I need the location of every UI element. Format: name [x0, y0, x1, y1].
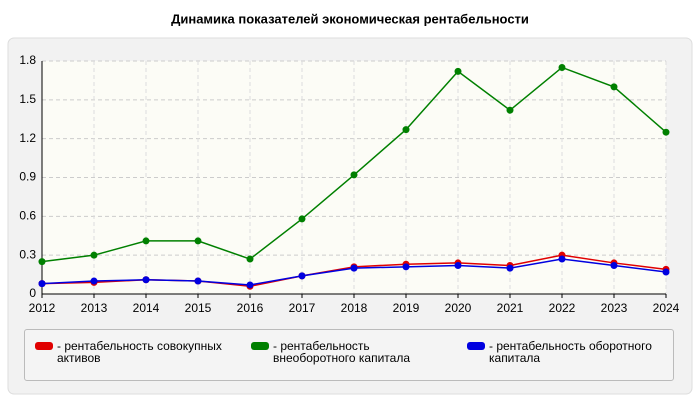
- data-point: [246, 281, 254, 289]
- data-point: [558, 255, 566, 263]
- data-point: [90, 251, 98, 259]
- data-point: [142, 276, 150, 284]
- y-tick-label: 1.2: [19, 131, 36, 145]
- y-tick-label: 1.5: [19, 92, 36, 106]
- data-point: [246, 255, 254, 263]
- y-tick-label: 0.9: [19, 170, 36, 184]
- data-point: [194, 277, 202, 285]
- legend-swatch: [251, 342, 269, 350]
- x-tick-label: 2018: [341, 301, 368, 315]
- y-tick-label: 1.8: [19, 53, 36, 67]
- data-point: [506, 264, 514, 272]
- y-tick-label: 0.3: [19, 247, 36, 261]
- x-tick-label: 2017: [289, 301, 316, 315]
- legend-item[interactable]: - рентабельность внеоборотного капитала: [241, 330, 457, 380]
- data-point: [454, 67, 462, 75]
- x-tick-label: 2013: [81, 301, 108, 315]
- chart-title: Динамика показателей экономическая рента…: [171, 11, 529, 26]
- data-point: [38, 280, 46, 288]
- legend-swatch: [467, 342, 485, 350]
- data-point: [350, 264, 358, 272]
- legend-item[interactable]: - рентабельность оборотного капитала: [457, 330, 673, 380]
- data-point: [90, 277, 98, 285]
- legend-swatch: [35, 342, 53, 350]
- data-point: [610, 262, 618, 270]
- x-tick-label: 2019: [393, 301, 420, 315]
- data-point: [662, 268, 670, 276]
- x-tick-label: 2020: [445, 301, 472, 315]
- data-point: [350, 171, 358, 179]
- y-tick-label: 0: [29, 286, 36, 300]
- legend: - рентабельность совокупных активов - рен…: [24, 329, 674, 381]
- data-point: [662, 128, 670, 136]
- legend-label: - рентабельность внеоборотного капитала: [273, 339, 410, 365]
- data-point: [402, 263, 410, 271]
- x-tick-label: 2014: [133, 301, 160, 315]
- data-point: [298, 272, 306, 280]
- data-point: [38, 258, 46, 266]
- x-tick-label: 2022: [549, 301, 576, 315]
- x-tick-label: 2015: [185, 301, 212, 315]
- data-point: [142, 237, 150, 245]
- x-tick-label: 2023: [601, 301, 628, 315]
- data-point: [454, 262, 462, 270]
- legend-label: - рентабельность оборотного капитала: [489, 339, 652, 365]
- x-tick-label: 2016: [237, 301, 264, 315]
- legend-label: - рентабельность совокупных активов: [57, 339, 222, 365]
- data-point: [194, 237, 202, 245]
- data-point: [298, 215, 306, 223]
- data-point: [610, 83, 618, 91]
- data-point: [506, 106, 514, 114]
- legend-item[interactable]: - рентабельность совокупных активов: [25, 330, 241, 380]
- y-tick-label: 0.6: [19, 209, 36, 223]
- x-tick-label: 2021: [497, 301, 524, 315]
- data-point: [558, 63, 566, 71]
- data-point: [402, 126, 410, 134]
- x-tick-label: 2024: [653, 301, 680, 315]
- x-tick-label: 2012: [29, 301, 56, 315]
